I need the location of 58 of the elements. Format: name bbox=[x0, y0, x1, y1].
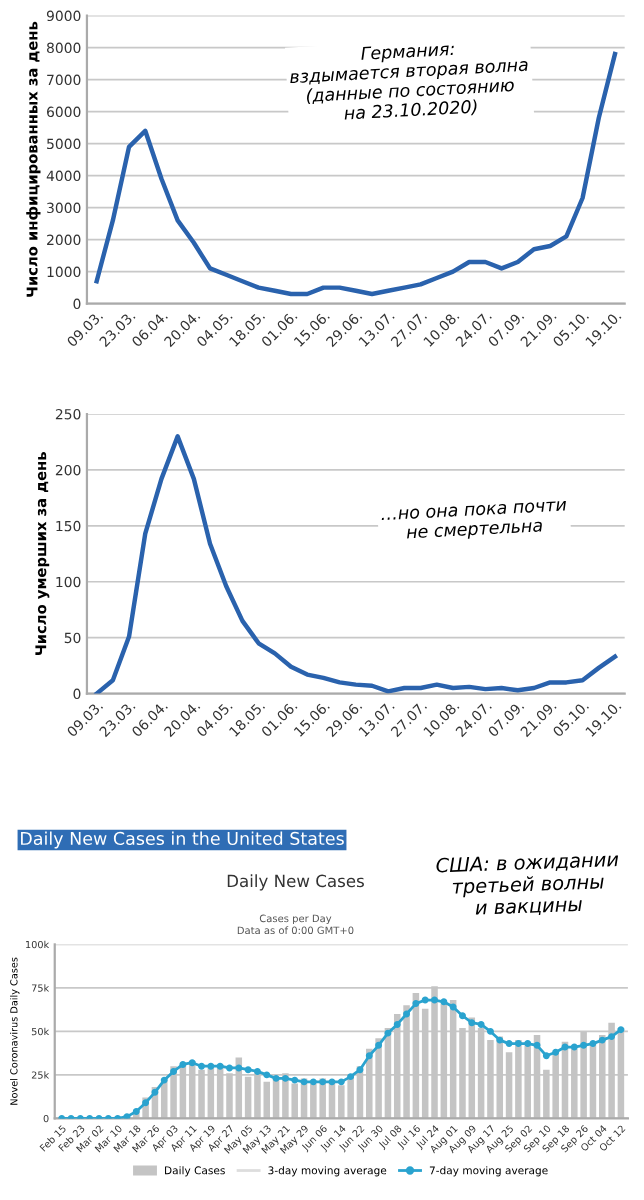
point bbox=[421, 996, 429, 1004]
point bbox=[272, 1074, 280, 1082]
point bbox=[198, 1062, 205, 1070]
point bbox=[533, 1041, 541, 1049]
point bbox=[328, 1078, 336, 1086]
point bbox=[337, 1078, 345, 1086]
point bbox=[356, 1066, 364, 1074]
point bbox=[459, 1012, 466, 1020]
point bbox=[291, 1076, 299, 1084]
point bbox=[309, 1078, 317, 1086]
point bbox=[561, 1043, 569, 1051]
point bbox=[570, 1043, 578, 1051]
point bbox=[589, 1040, 597, 1048]
point bbox=[496, 1036, 504, 1044]
point bbox=[542, 1052, 550, 1060]
point bbox=[253, 1067, 261, 1075]
text: США: в ожидании третьей волны и вакцины bbox=[436, 851, 619, 918]
line-series bbox=[94, 434, 618, 694]
annotation: Германия: вздымается вторая волна (данные по состоянию на 23.10.2020) bbox=[289, 42, 529, 122]
point bbox=[142, 1099, 150, 1107]
point bbox=[598, 1036, 606, 1044]
chart-title: Daily New Cases bbox=[227, 874, 364, 891]
point bbox=[384, 1029, 392, 1037]
point bbox=[477, 1020, 485, 1028]
point bbox=[403, 1010, 411, 1018]
point bbox=[235, 1064, 243, 1072]
point bbox=[552, 1048, 560, 1056]
point bbox=[188, 1059, 196, 1067]
point bbox=[207, 1062, 215, 1070]
point bbox=[505, 1040, 513, 1048]
point bbox=[431, 996, 438, 1004]
point bbox=[281, 1074, 289, 1082]
point bbox=[514, 1040, 522, 1048]
point bbox=[226, 1064, 233, 1072]
point bbox=[365, 1052, 373, 1060]
point bbox=[375, 1041, 383, 1049]
point bbox=[347, 1073, 355, 1081]
point bbox=[300, 1078, 308, 1086]
point bbox=[160, 1076, 168, 1084]
point bbox=[179, 1060, 187, 1068]
point bbox=[468, 1019, 476, 1027]
point bbox=[393, 1020, 401, 1028]
point bbox=[486, 1027, 494, 1035]
point bbox=[216, 1062, 224, 1070]
text: Daily New Cases in the United States bbox=[21, 831, 344, 849]
annotation: …но она пока почти не смертельна bbox=[381, 500, 567, 543]
point bbox=[449, 1003, 457, 1011]
point bbox=[151, 1088, 159, 1096]
point bbox=[580, 1041, 588, 1049]
point bbox=[617, 1026, 625, 1034]
point bbox=[412, 1000, 420, 1008]
point bbox=[319, 1078, 327, 1086]
point bbox=[263, 1071, 271, 1079]
point bbox=[608, 1033, 616, 1041]
point bbox=[524, 1040, 532, 1048]
point bbox=[440, 998, 448, 1006]
point bbox=[244, 1066, 252, 1074]
point bbox=[170, 1067, 178, 1075]
